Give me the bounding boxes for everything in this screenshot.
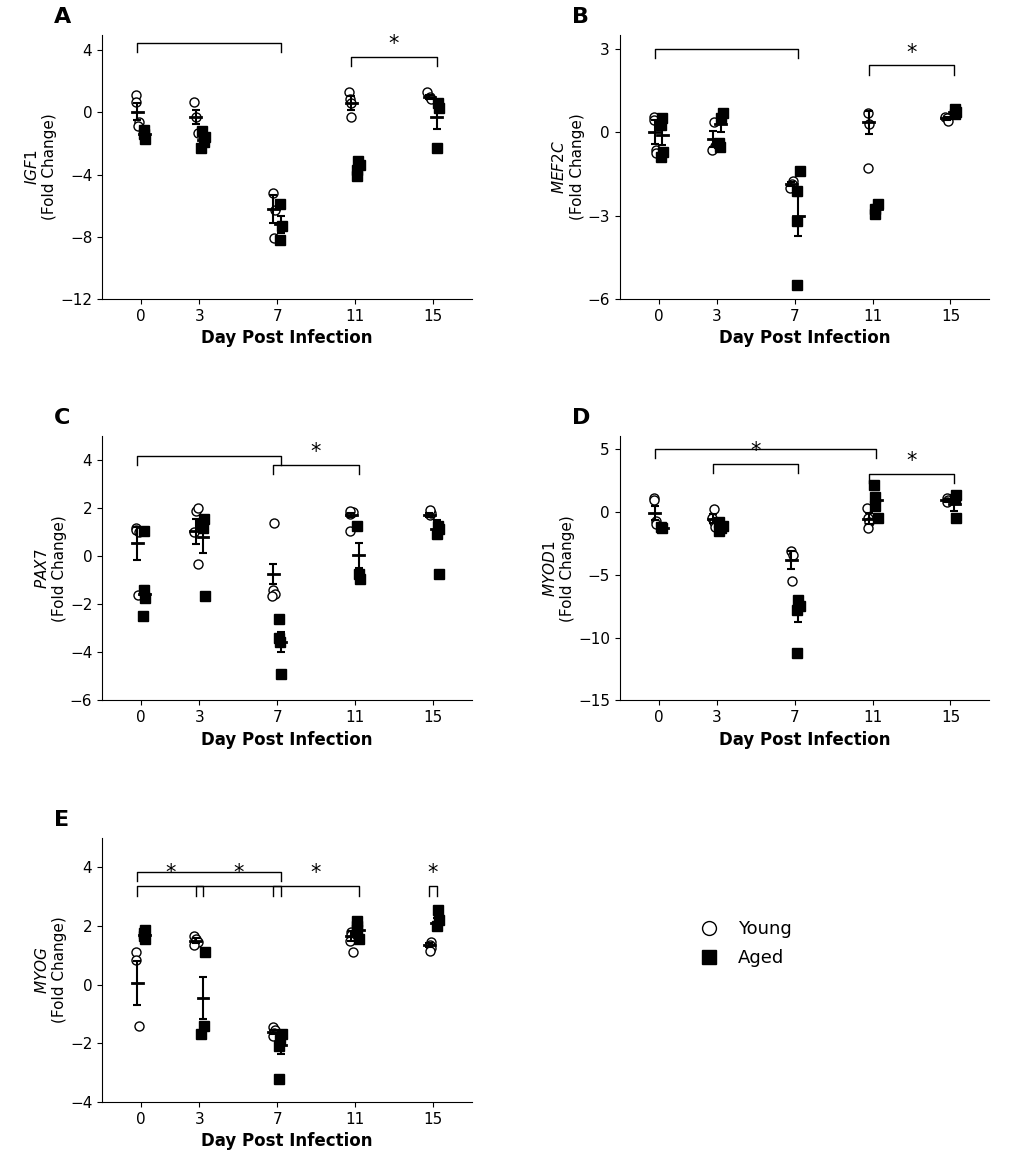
Legend: Young, Aged: Young, Aged xyxy=(684,913,799,974)
Text: *: * xyxy=(165,863,175,884)
Text: D: D xyxy=(571,408,589,428)
Text: *: * xyxy=(427,863,437,884)
Y-axis label: $\it{IGF1}$
(Fold Change): $\it{IGF1}$ (Fold Change) xyxy=(24,114,57,220)
X-axis label: Day Post Infection: Day Post Infection xyxy=(201,1132,372,1151)
Text: *: * xyxy=(232,863,244,884)
X-axis label: Day Post Infection: Day Post Infection xyxy=(201,731,372,748)
X-axis label: Day Post Infection: Day Post Infection xyxy=(718,731,890,748)
X-axis label: Day Post Infection: Day Post Infection xyxy=(718,329,890,347)
Text: *: * xyxy=(906,451,916,471)
X-axis label: Day Post Infection: Day Post Infection xyxy=(201,329,372,347)
Y-axis label: $\it{MEF2C}$
(Fold Change): $\it{MEF2C}$ (Fold Change) xyxy=(550,114,584,220)
Y-axis label: $\it{MYOG}$
(Fold Change): $\it{MYOG}$ (Fold Change) xyxy=(34,916,67,1023)
Text: C: C xyxy=(54,408,70,428)
Text: *: * xyxy=(906,43,916,63)
Y-axis label: $\it{PAX7}$
(Fold Change): $\it{PAX7}$ (Fold Change) xyxy=(34,515,67,622)
Y-axis label: $\it{MYOD1}$
(Fold Change): $\it{MYOD1}$ (Fold Change) xyxy=(541,515,575,622)
Text: E: E xyxy=(54,810,69,829)
Text: *: * xyxy=(750,441,760,462)
Text: B: B xyxy=(571,7,588,27)
Text: A: A xyxy=(54,7,71,27)
Text: *: * xyxy=(388,34,398,53)
Text: *: * xyxy=(311,863,321,884)
Text: *: * xyxy=(311,442,321,463)
